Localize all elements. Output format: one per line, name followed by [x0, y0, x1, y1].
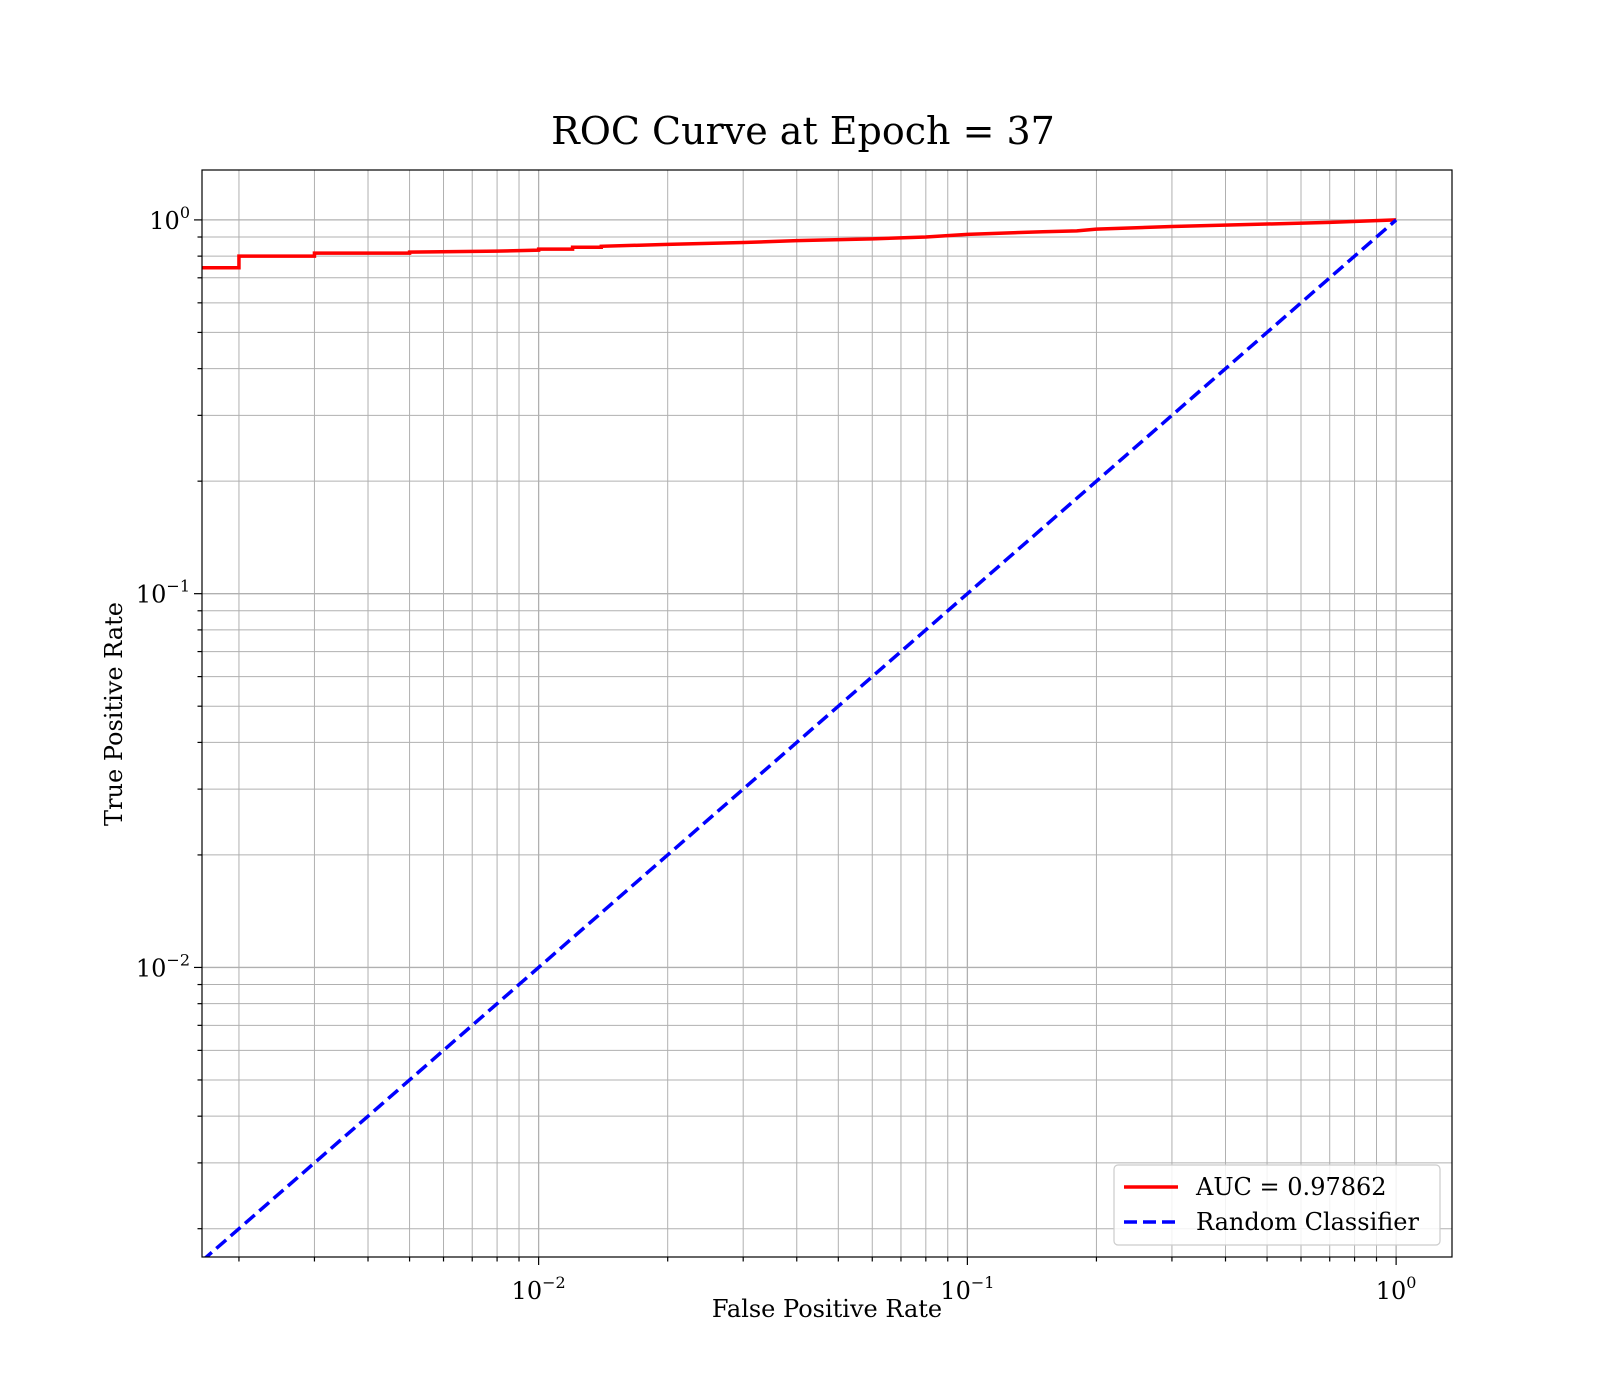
random-classifier-line — [203, 218, 1398, 1257]
plot-series — [202, 218, 1398, 1257]
roc-curve-line — [202, 218, 1397, 270]
axis-ticks: 10−2 10−1 100 10−2 10−1 100 — [136, 203, 1417, 1305]
x-tick-label: 100 — [1376, 1273, 1417, 1305]
grid-lines — [202, 170, 1452, 1257]
legend-label: Random Classifier — [1196, 1208, 1419, 1236]
legend-label: AUC = 0.97862 — [1195, 1173, 1387, 1201]
y-tick-label: 100 — [149, 203, 190, 235]
y-axis-label: True Positive Rate — [100, 602, 128, 826]
plot-frame — [201, 169, 1453, 1258]
x-tick-label: 10−1 — [940, 1273, 994, 1305]
y-tick-label: 10−1 — [136, 577, 190, 609]
chart-title: ROC Curve at Epoch = 37 — [551, 109, 1055, 153]
x-tick-label: 10−2 — [512, 1273, 566, 1305]
legend: AUC = 0.97862 Random Classifier — [1113, 1164, 1441, 1246]
y-tick-label: 10−2 — [136, 950, 190, 982]
x-axis-label: False Positive Rate — [712, 1295, 942, 1323]
legend-box — [1113, 1164, 1441, 1246]
